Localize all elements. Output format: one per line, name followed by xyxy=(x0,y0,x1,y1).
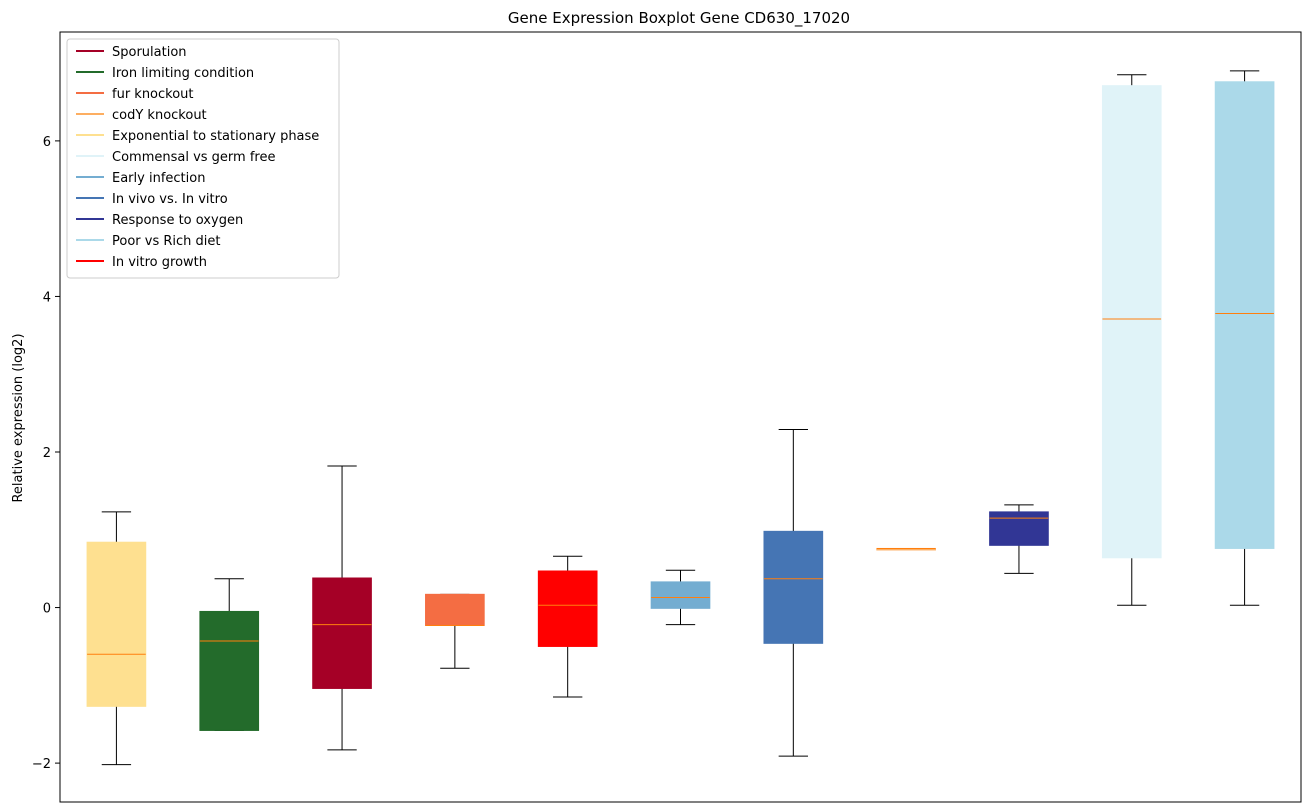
legend-label: Early infection xyxy=(112,171,205,186)
y-tick-label: 6 xyxy=(43,135,51,150)
box-iqr xyxy=(312,577,372,689)
legend-item: Poor vs Rich diet xyxy=(76,234,220,249)
legend-label: In vivo vs. In vitro xyxy=(112,192,228,207)
legend-label: Poor vs Rich diet xyxy=(112,234,220,249)
box-iqr xyxy=(1214,81,1275,549)
box-iqr xyxy=(763,530,824,644)
legend-item: In vivo vs. In vitro xyxy=(76,192,228,207)
box-iqr xyxy=(650,581,711,609)
chart-title: Gene Expression Boxplot Gene CD630_17020 xyxy=(508,9,850,28)
y-axis: −2 0 2 4 6 xyxy=(32,135,60,772)
box-fur-knockout xyxy=(425,593,485,669)
legend-label: Response to oxygen xyxy=(112,213,243,228)
box-exponential-to-stationary-phase xyxy=(86,511,147,766)
box-response-to-oxygen xyxy=(989,504,1049,574)
legend-item: Commensal vs germ free xyxy=(76,150,275,165)
y-tick-label: −2 xyxy=(32,757,51,772)
legend-item: Sporulation xyxy=(76,45,187,60)
legend: Sporulation Iron limiting condition fur kn… xyxy=(66,38,340,279)
box-iqr xyxy=(989,511,1049,546)
plot-frame xyxy=(59,31,1302,803)
legend-frame xyxy=(66,38,340,279)
box-early-infection xyxy=(650,569,711,626)
legend-label: Exponential to stationary phase xyxy=(112,129,319,144)
legend-label: In vitro growth xyxy=(112,255,207,270)
legend-item: Early infection xyxy=(76,171,205,186)
y-axis-label: Relative expression (log2) xyxy=(11,333,26,502)
legend-item: Iron limiting condition xyxy=(76,66,254,81)
y-tick-label: 4 xyxy=(43,290,51,305)
legend-item: Exponential to stationary phase xyxy=(76,129,319,144)
y-tick-label: 2 xyxy=(43,446,51,461)
box-poor-vs-rich-diet xyxy=(1214,70,1275,606)
legend-item: Response to oxygen xyxy=(76,213,243,228)
box-commensal-vs-germ-free xyxy=(1101,74,1162,606)
box-iqr xyxy=(1101,85,1162,559)
legend-label: Commensal vs germ free xyxy=(112,150,275,165)
box-iron-limiting-condition xyxy=(199,578,260,731)
box-iqr xyxy=(199,610,260,731)
box-cody-knockout xyxy=(876,547,936,551)
box-in-vitro-growth xyxy=(537,555,598,698)
box-in-vivo-vs-in-vitro xyxy=(763,428,824,757)
legend-label: Sporulation xyxy=(112,45,187,60)
legend-label: fur knockout xyxy=(112,87,194,102)
legend-label: Iron limiting condition xyxy=(112,66,254,81)
box-iqr xyxy=(86,541,147,707)
legend-item: codY knockout xyxy=(76,108,207,123)
boxes xyxy=(86,70,1275,766)
legend-item: In vitro growth xyxy=(76,255,207,270)
box-sporulation xyxy=(312,465,372,751)
legend-item: fur knockout xyxy=(76,87,194,102)
box-iqr xyxy=(537,570,598,647)
y-tick-label: 0 xyxy=(43,602,51,617)
box-iqr xyxy=(425,593,485,626)
legend-label: codY knockout xyxy=(112,108,207,123)
